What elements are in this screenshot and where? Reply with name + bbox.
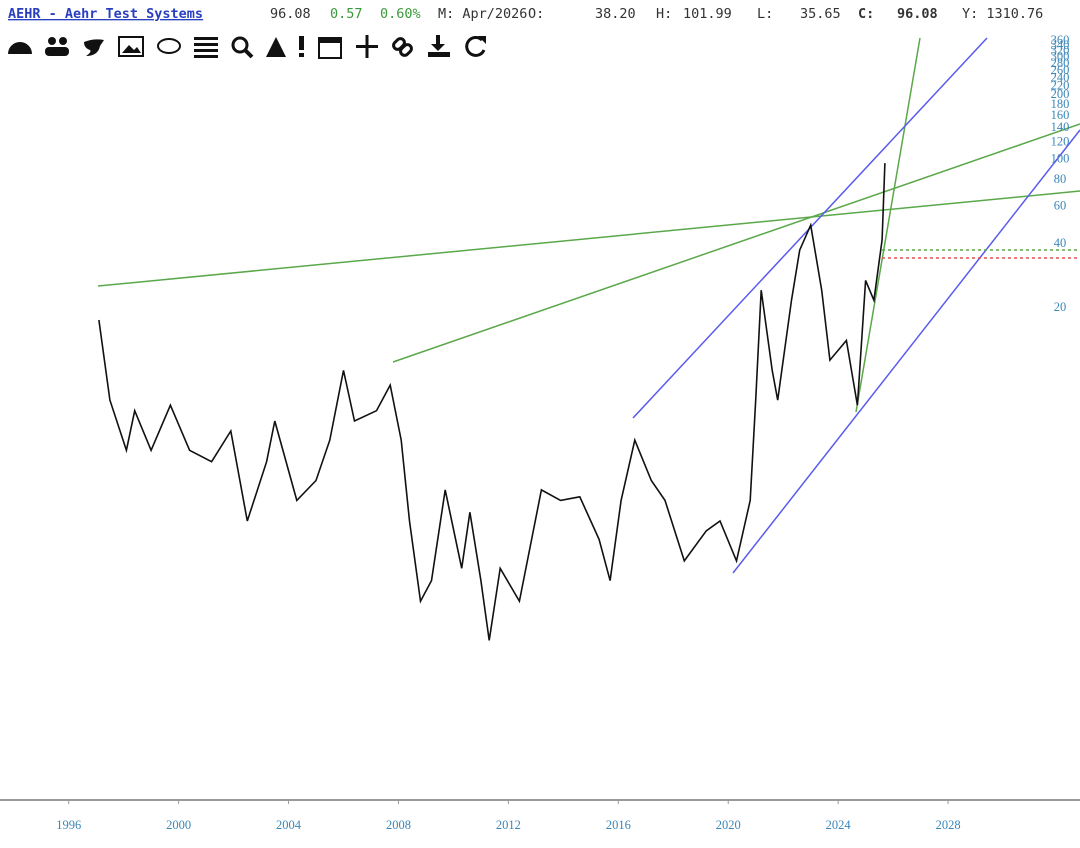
x-tick-label: 2016 bbox=[606, 818, 631, 832]
y-tick-label: 80 bbox=[1054, 172, 1067, 186]
y-tick-label: 20 bbox=[1054, 300, 1067, 314]
link-icon[interactable] bbox=[392, 37, 413, 57]
y-tick-label: 280 bbox=[1051, 56, 1070, 70]
dashboard-icon[interactable] bbox=[8, 42, 32, 54]
open: 38.20 bbox=[595, 6, 636, 22]
open-label: O: bbox=[528, 6, 544, 22]
image-icon[interactable] bbox=[118, 36, 144, 57]
x-tick-label: 2012 bbox=[496, 818, 521, 832]
symbol-link[interactable]: AEHR - Aehr Test Systems bbox=[8, 6, 203, 22]
comment-icon[interactable] bbox=[157, 38, 181, 54]
x-tick-label: 2024 bbox=[826, 818, 852, 832]
list-icon[interactable] bbox=[194, 37, 218, 58]
period: M: Apr/2026 bbox=[438, 6, 527, 22]
y-tick-label: 320 bbox=[1051, 44, 1070, 58]
triangle-icon[interactable] bbox=[266, 37, 286, 57]
y-tick-label: 160 bbox=[1051, 108, 1070, 122]
y-tick-label: 200 bbox=[1051, 87, 1070, 101]
download-icon[interactable] bbox=[428, 35, 450, 57]
users-icon[interactable] bbox=[45, 37, 69, 56]
y-tick-label: 40 bbox=[1054, 236, 1067, 250]
y-tick-label: 120 bbox=[1051, 134, 1070, 148]
low-label: L: bbox=[757, 6, 773, 22]
y-tick-label: 260 bbox=[1051, 63, 1070, 77]
close-label: C: bbox=[858, 6, 874, 22]
y-tick-label: 360 bbox=[1051, 33, 1070, 47]
y-tick-label: 100 bbox=[1051, 151, 1070, 165]
trend-line[interactable] bbox=[392, 123, 1080, 363]
x-tick-label: 2004 bbox=[276, 818, 302, 832]
x-tick-label: 2000 bbox=[166, 818, 191, 832]
last-price: 96.08 bbox=[270, 6, 311, 22]
y-tick-label: 140 bbox=[1051, 120, 1070, 134]
x-tick-label: 1996 bbox=[56, 818, 81, 832]
y-tick-label: 300 bbox=[1051, 50, 1070, 64]
x-tick-label: 2008 bbox=[386, 818, 411, 832]
trend-line[interactable] bbox=[855, 37, 921, 413]
y-tick-label: 340 bbox=[1051, 38, 1070, 52]
close: 96.08 bbox=[897, 6, 938, 22]
y-tick-label: 180 bbox=[1051, 97, 1070, 111]
drawings bbox=[97, 37, 1080, 574]
search-icon[interactable] bbox=[231, 36, 254, 59]
price-line bbox=[98, 163, 886, 641]
channel-line[interactable] bbox=[732, 129, 1080, 574]
high: 101.99 bbox=[683, 6, 732, 22]
toolbar bbox=[8, 35, 486, 59]
x-tick-label: 2020 bbox=[716, 818, 741, 832]
alert-icon[interactable] bbox=[299, 36, 304, 57]
low: 35.65 bbox=[800, 6, 841, 22]
calendar-icon[interactable] bbox=[318, 37, 342, 59]
move-icon[interactable] bbox=[356, 35, 378, 58]
change: 0.57 bbox=[330, 6, 363, 22]
y-tick-label: 240 bbox=[1051, 70, 1070, 84]
x-tick-label: 2028 bbox=[936, 818, 961, 832]
twitter-icon[interactable] bbox=[84, 39, 104, 56]
y-tick-label: 60 bbox=[1054, 198, 1067, 212]
change-pct: 0.60% bbox=[380, 6, 421, 22]
y-tick-label: 220 bbox=[1051, 78, 1070, 92]
refresh-icon[interactable] bbox=[465, 35, 486, 57]
year-value: Y: 1310.76 bbox=[962, 6, 1043, 22]
high-label: H: bbox=[656, 6, 672, 22]
trend-line[interactable] bbox=[97, 190, 1080, 287]
